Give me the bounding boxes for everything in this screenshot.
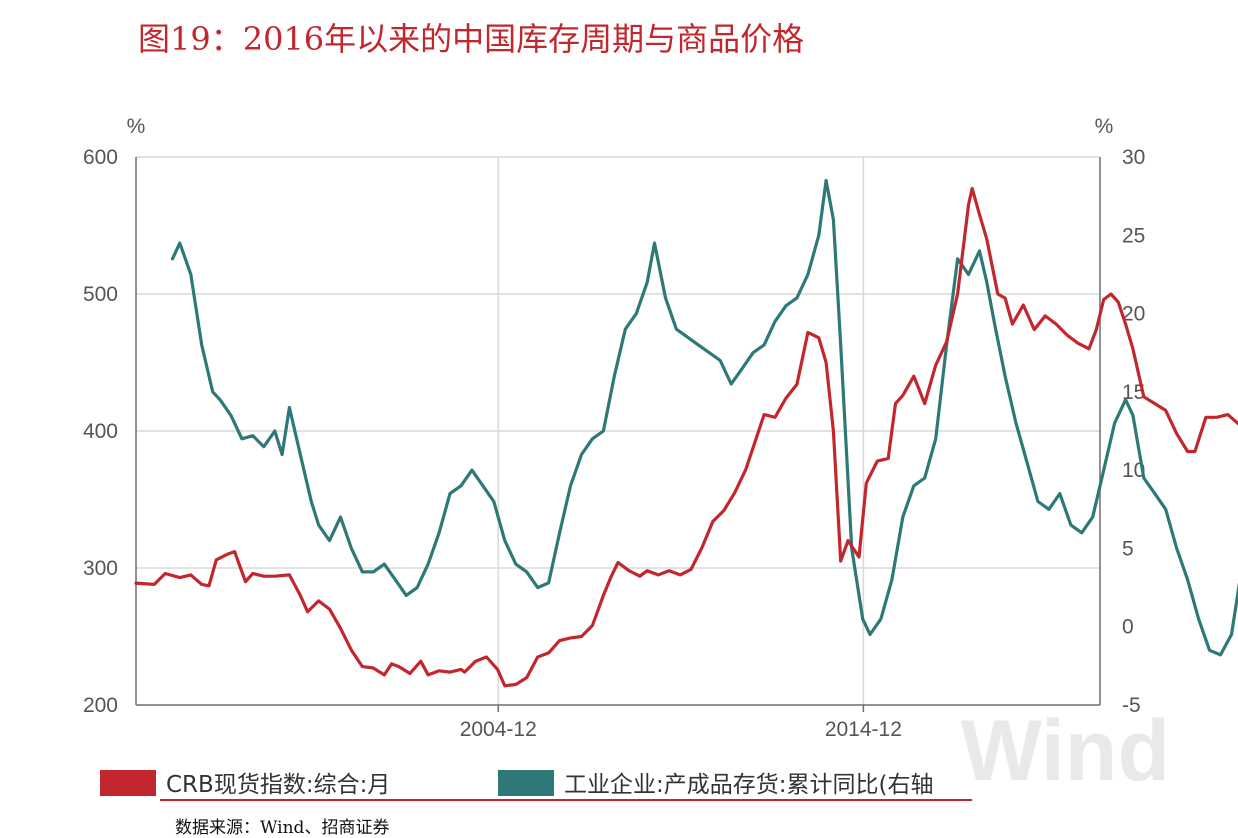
crb-index-line [136,189,1238,686]
right-tick-label: 0 [1122,616,1134,639]
wind-watermark: Wind [961,703,1170,799]
legend-swatch-crb [100,770,156,796]
left-tick-label: 300 [83,557,118,580]
x-axis: 2004-12 2014-12 [136,705,1100,741]
right-tick-label: 5 [1122,537,1134,560]
left-tick-label: 500 [83,283,118,306]
left-tick-label: 600 [83,146,118,169]
inventory-yoy-line [173,181,1238,655]
legend: CRB现货指数:综合:月 工业企业:产成品存货:累计同比(右轴 [100,770,972,800]
right-tick-label: 25 [1122,224,1145,247]
series-lines [136,181,1238,686]
left-axis-unit: % [127,115,146,138]
grid-lines [136,157,1100,705]
left-tick-label: 400 [83,420,118,443]
x-tick-label: 2014-12 [825,718,902,741]
right-tick-label: 30 [1122,146,1145,169]
legend-label-crb: CRB现货指数:综合:月 [166,772,390,798]
legend-label-inventory: 工业企业:产成品存货:累计同比(右轴 [564,772,933,798]
left-tick-label: 200 [83,694,118,717]
x-tick-label: 2004-12 [460,718,537,741]
data-source-note: 数据来源：Wind、招商证券 [175,813,389,838]
left-axis: 600 500 400 300 200% [83,115,145,717]
legend-swatch-inventory [498,770,554,796]
right-axis-unit: % [1095,115,1114,138]
